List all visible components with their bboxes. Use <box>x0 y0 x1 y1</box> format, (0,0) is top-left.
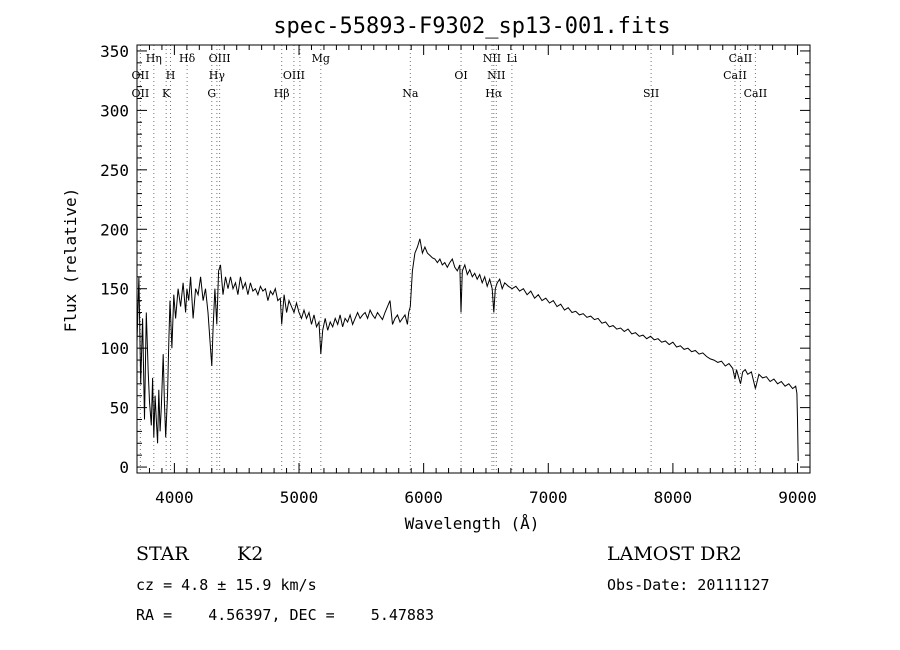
line-marker-label: Hα <box>485 87 503 100</box>
line-marker-label: Hβ <box>274 87 290 100</box>
x-tick-label: 9000 <box>778 488 817 507</box>
line-marker-label: H <box>166 69 176 82</box>
object-subclass: K2 <box>237 543 264 565</box>
line-marker-label: Li <box>506 52 517 65</box>
survey-name: LAMOST DR2 <box>607 543 742 565</box>
emission-line-markers: OIIOIIHηKHHδGHγOIIIHβOIIIMgNaOINIIHαNIIL… <box>132 45 768 473</box>
spectrum-line <box>136 238 799 462</box>
observation-date: Obs-Date: 20111127 <box>607 576 770 594</box>
chart-title: spec-55893-F9302_sp13-001.fits <box>273 14 670 39</box>
y-axis: 0 50 100 150 200 250 300 350 <box>100 42 810 477</box>
y-tick-label: 150 <box>100 280 129 299</box>
line-marker-label: Na <box>402 87 419 100</box>
object-class: STAR <box>136 543 189 565</box>
redshift-velocity: cz = 4.8 ± 15.9 km/s <box>136 576 317 594</box>
x-axis-label: Wavelength (Å) <box>405 514 540 533</box>
y-tick-label: 50 <box>110 399 129 418</box>
line-marker-label: Hδ <box>179 52 196 65</box>
y-tick-label: 250 <box>100 161 129 180</box>
x-tick-label: 8000 <box>654 488 693 507</box>
line-marker-label: NII <box>483 52 501 65</box>
y-axis-label: Flux (relative) <box>61 188 80 333</box>
line-marker-label: Hγ <box>209 69 226 82</box>
x-tick-label: 4000 <box>155 488 194 507</box>
x-tick-label: 5000 <box>280 488 319 507</box>
line-marker-label: K <box>162 87 171 100</box>
line-marker-label: OII <box>132 69 150 82</box>
plot-frame <box>136 44 811 474</box>
y-tick-label: 350 <box>100 42 129 61</box>
line-marker-label: OIII <box>209 52 231 65</box>
line-marker-label: OI <box>454 69 467 82</box>
x-tick-label: 7000 <box>529 488 568 507</box>
line-marker-label: CaII <box>729 52 753 65</box>
line-marker-label: Hη <box>146 52 162 65</box>
line-marker-label: CaII <box>744 87 768 100</box>
line-marker-label: OII <box>132 87 150 100</box>
line-marker-label: G <box>207 87 216 100</box>
y-tick-label: 200 <box>100 220 129 239</box>
y-tick-label: 100 <box>100 339 129 358</box>
x-axis: 4000 5000 6000 7000 8000 9000 <box>148 45 817 507</box>
x-tick-label: 6000 <box>404 488 443 507</box>
y-tick-label: 0 <box>119 458 129 477</box>
line-marker-label: NII <box>487 69 505 82</box>
line-marker-label: SII <box>643 87 659 100</box>
line-marker-label: CaII <box>723 69 747 82</box>
y-tick-label: 300 <box>100 101 129 120</box>
coordinates: RA = 4.56397, DEC = 5.47883 <box>136 606 435 624</box>
line-marker-label: OIII <box>283 69 305 82</box>
line-marker-label: Mg <box>312 52 330 65</box>
